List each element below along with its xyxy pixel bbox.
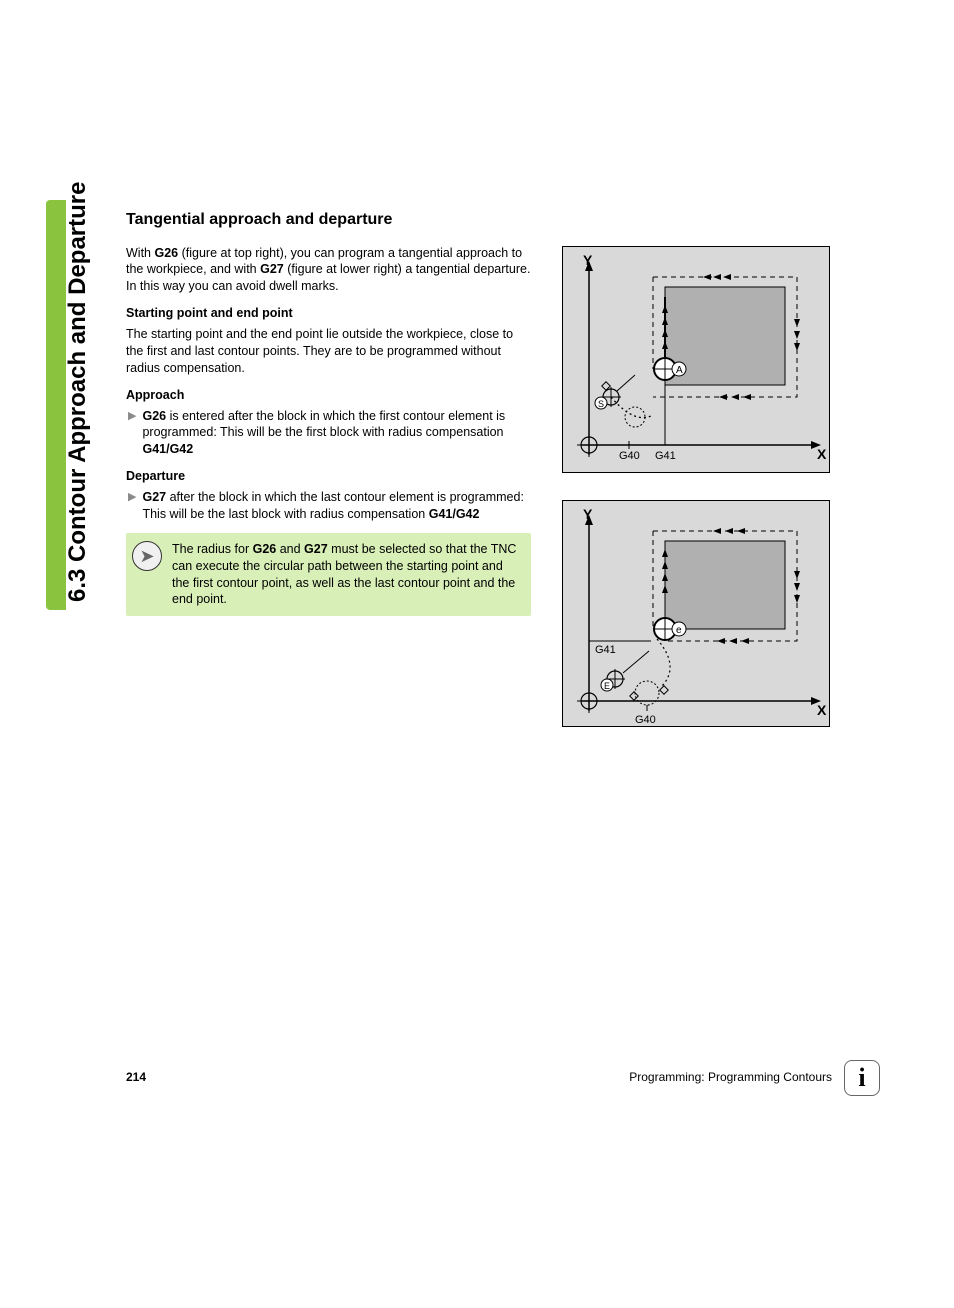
dg1-marker-a: A	[676, 365, 683, 376]
page-number: 214	[126, 1070, 146, 1084]
para-start-end: The starting point and the end point lie…	[126, 326, 531, 377]
dg1-y-label: Y	[583, 252, 593, 268]
dg2-marker-E: E	[604, 681, 610, 691]
note-callout: ➤ The radius for G26 and G27 must be sel…	[126, 533, 531, 617]
subhead-departure: Departure	[126, 468, 531, 485]
intro-paragraph: With G26 (figure at top right), you can …	[126, 245, 531, 296]
note-arrow-icon: ➤	[132, 541, 162, 571]
dg2-g40: G40	[635, 714, 656, 726]
dg2-y-label: Y	[583, 506, 593, 522]
bullet-arrow-icon: ▶	[128, 409, 136, 459]
bullet-approach: ▶ G26 is entered after the block in whic…	[126, 408, 531, 459]
bullet-arrow-icon: ▶	[128, 490, 136, 523]
main-text-column: Tangential approach and departure With G…	[126, 209, 531, 616]
footer-chapter: Programming: Programming Contours	[629, 1070, 832, 1084]
dg1-g41: G41	[655, 450, 676, 462]
note-text: The radius for G26 and G27 must be selec…	[172, 541, 521, 609]
dg1-x-label: X	[817, 446, 827, 462]
subhead-approach: Approach	[126, 387, 531, 404]
dg2-marker-e: e	[676, 625, 682, 636]
dg2-g41: G41	[595, 644, 616, 656]
diagram-departure: Y X G41 G40 e E	[562, 500, 830, 727]
bullet-departure: ▶ G27 after the block in which the last …	[126, 489, 531, 523]
sidebar-section-title: 6.3 Contour Approach and Departure	[64, 182, 92, 603]
page-heading: Tangential approach and departure	[126, 209, 531, 231]
diagram-approach: Y X G40 G41 A S	[562, 246, 830, 473]
dg2-x-label: X	[817, 702, 827, 718]
sidebar-green-tab	[46, 200, 66, 610]
dg1-g40: G40	[619, 450, 640, 462]
dg1-marker-s: S	[598, 399, 604, 409]
subhead-start-end: Starting point and end point	[126, 305, 531, 322]
page-footer: 214 Programming: Programming Contours	[126, 1070, 832, 1084]
info-icon: i	[844, 1060, 880, 1096]
